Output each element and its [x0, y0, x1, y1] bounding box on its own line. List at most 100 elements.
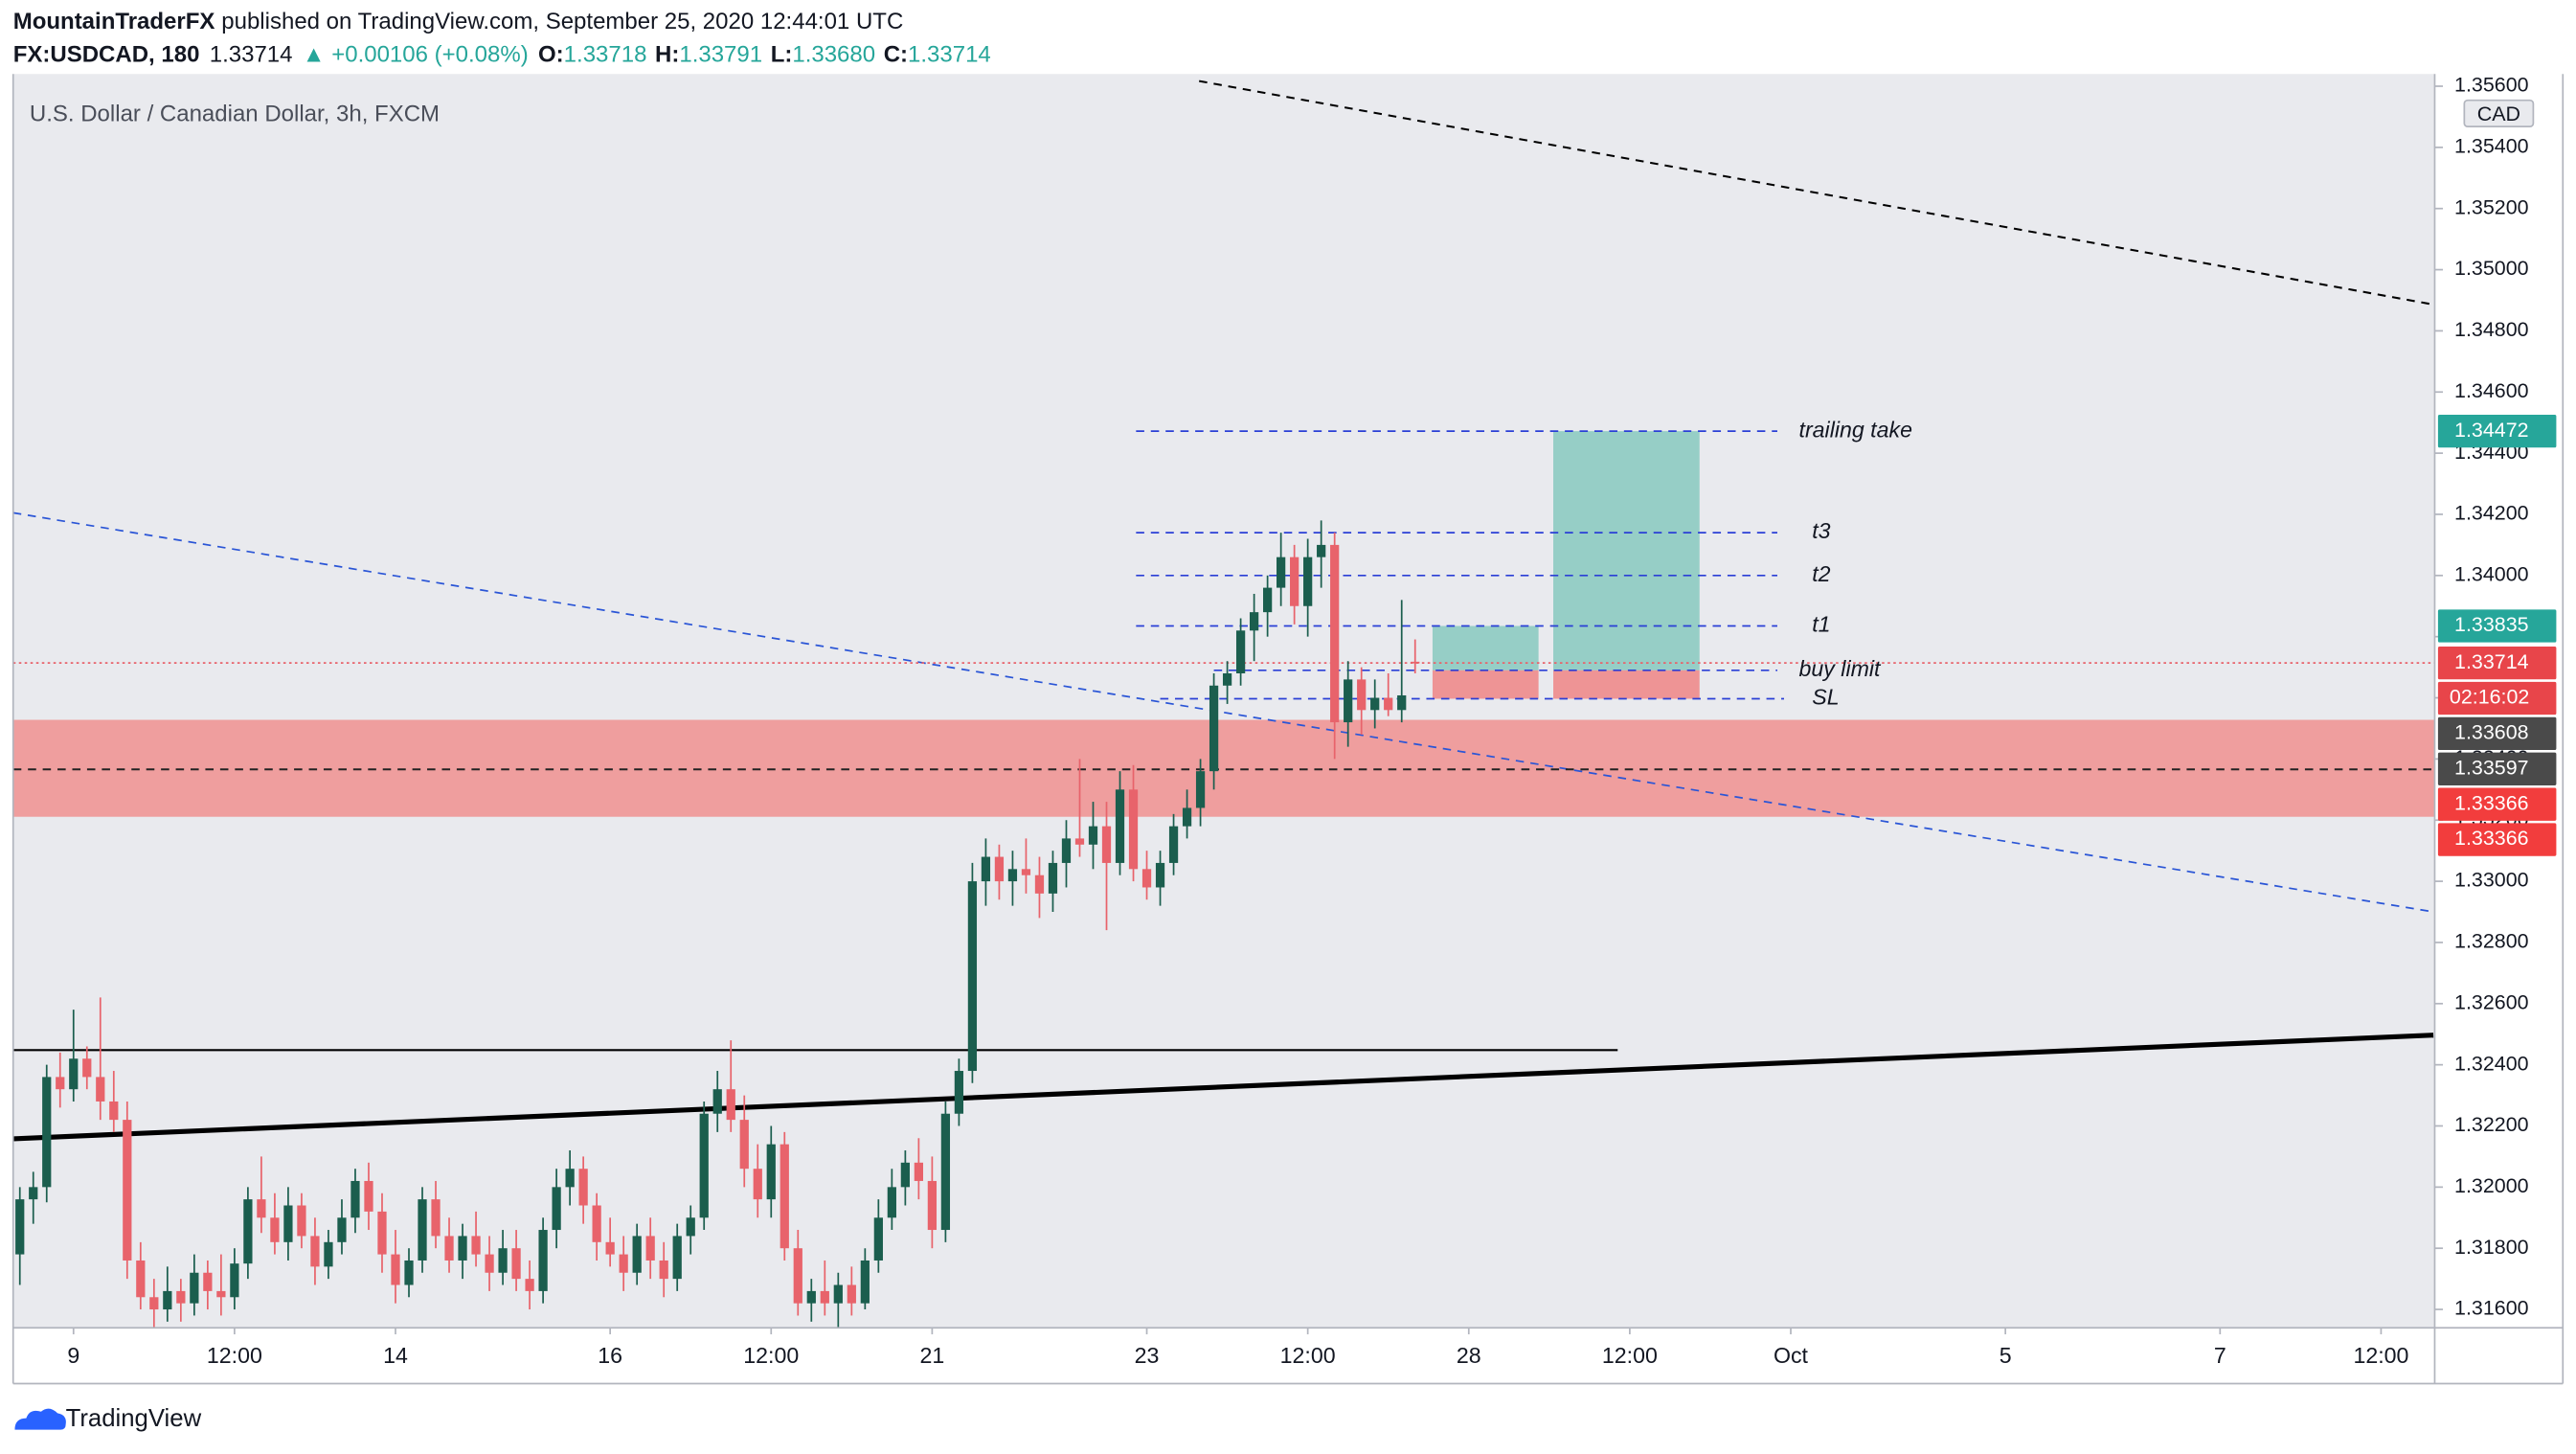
candle-body	[1061, 838, 1072, 863]
ohlc-value: 1.33791	[679, 42, 762, 68]
y-tick-label: 1.35600	[2454, 74, 2529, 97]
candle-body	[1317, 544, 1326, 557]
candle-body	[699, 1113, 709, 1218]
x-tick-label: 16	[598, 1343, 622, 1368]
logo-icon	[14, 1408, 66, 1430]
y-tick-label: 1.35400	[2454, 135, 2529, 158]
candle-body	[1344, 679, 1353, 723]
candle-body	[270, 1217, 280, 1242]
profit-box	[1553, 431, 1700, 670]
candle-body	[1034, 875, 1045, 894]
candle-body	[511, 1248, 521, 1280]
price-label: 1.33366	[2454, 791, 2529, 814]
candle-body	[538, 1230, 548, 1291]
candle-body	[645, 1236, 655, 1261]
candle-body	[377, 1211, 387, 1255]
candle-body	[1357, 679, 1367, 711]
candle-body	[257, 1199, 266, 1218]
candle-body	[56, 1077, 65, 1090]
candle-body	[1115, 789, 1125, 863]
currency-box	[2463, 99, 2535, 127]
change: ▲ +0.00106 (+0.08%)	[303, 42, 529, 68]
price-label: 1.34472	[2454, 419, 2529, 442]
last-price: 1.33714	[210, 42, 293, 68]
candle-body	[1048, 862, 1058, 894]
price-label-box	[2437, 414, 2557, 448]
candle-body	[632, 1236, 642, 1273]
candle-body	[1074, 838, 1085, 845]
price-label-box	[2437, 716, 2557, 751]
price-label-box	[2437, 787, 2557, 821]
candle-body	[1195, 771, 1206, 808]
ohlc-key: O:	[538, 42, 564, 68]
candle-body	[1168, 826, 1179, 863]
candle-body	[860, 1260, 870, 1304]
candle-body	[190, 1272, 199, 1304]
candle-body	[163, 1290, 172, 1310]
candle-body	[806, 1290, 816, 1304]
candle-body	[123, 1120, 132, 1261]
price-label-box	[2437, 752, 2557, 785]
candle-body	[15, 1199, 25, 1255]
level-label: trailing take	[1799, 417, 1913, 442]
trend-line	[12, 1033, 2434, 1142]
logo	[14, 1408, 66, 1430]
candle-body	[1397, 694, 1407, 711]
x-tick-label: 14	[383, 1343, 408, 1368]
candle-body	[1128, 789, 1139, 870]
candle-body	[136, 1260, 146, 1298]
candle-body	[1209, 685, 1219, 772]
trend-line	[1198, 80, 2434, 306]
y-tick-label: 1.34000	[2454, 562, 2529, 585]
ohlc-value: 1.33680	[792, 42, 875, 68]
countdown-box	[2437, 681, 2557, 716]
x-tick-label: 7	[2214, 1343, 2226, 1368]
x-tick-label: 23	[1135, 1343, 1160, 1368]
price-label: 1.33366	[2454, 827, 2529, 850]
candle-body	[1101, 826, 1112, 863]
y-tick-label: 1.31800	[2454, 1236, 2529, 1259]
candle-body	[444, 1236, 454, 1261]
price-label: 1.33608	[2454, 721, 2529, 744]
candle-body	[739, 1120, 749, 1170]
candle-body	[565, 1169, 575, 1188]
candle-body	[712, 1089, 722, 1114]
candle-body	[914, 1162, 923, 1181]
candle-body	[364, 1180, 373, 1212]
candle-body	[1277, 557, 1286, 588]
candle-body	[350, 1180, 360, 1218]
ohlc-key: H:	[655, 42, 679, 68]
candle-body	[243, 1199, 253, 1264]
level-label: buy limit	[1799, 656, 1882, 681]
candle-body	[431, 1199, 441, 1237]
candle-body	[82, 1058, 92, 1078]
candle-body	[176, 1290, 186, 1304]
price-label: 1.33597	[2454, 756, 2529, 779]
x-tick-label: 5	[2000, 1343, 2012, 1368]
x-tick-label: 12:00	[1280, 1343, 1336, 1368]
zone	[12, 719, 2435, 817]
candle-body	[753, 1169, 762, 1200]
candle-body	[927, 1180, 938, 1231]
candle-body	[726, 1089, 735, 1121]
candle-body	[216, 1290, 226, 1298]
loss-box	[1553, 670, 1700, 699]
currency: CAD	[2477, 102, 2520, 125]
level-label: SL	[1812, 685, 1839, 710]
published: published on TradingView.com, September …	[221, 9, 903, 34]
x-tick-label: 28	[1457, 1343, 1481, 1368]
candle-body	[672, 1236, 682, 1280]
trend-line	[12, 511, 2434, 913]
y-tick-label: 1.32200	[2454, 1113, 2529, 1136]
ohlc-value: 1.33718	[564, 42, 647, 68]
symbol-line: FX:USDCAD, 180 1.33714 ▲ +0.00106 (+0.08%)…	[13, 42, 991, 68]
candle-body	[954, 1071, 964, 1114]
candle-body	[833, 1284, 843, 1304]
candle-body	[605, 1241, 615, 1255]
level-label: t2	[1812, 561, 1830, 586]
candle-body	[1303, 557, 1313, 606]
candle-body	[29, 1187, 38, 1200]
y-tick-label: 1.35000	[2454, 257, 2529, 280]
